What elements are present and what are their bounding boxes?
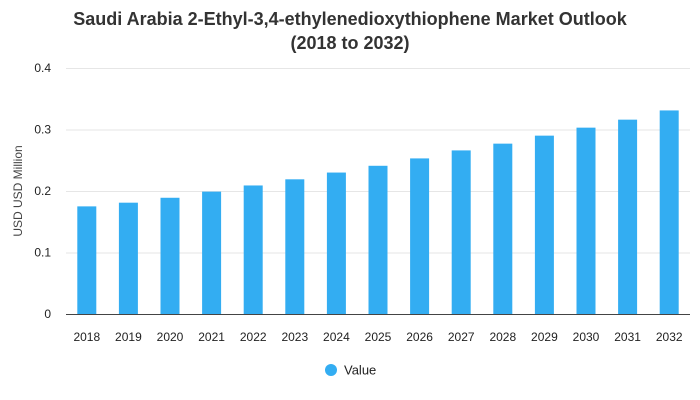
x-tick-label: 2025 [365,330,392,344]
bar-2022[interactable] [243,185,263,314]
y-tick-label: 0 [44,307,51,321]
bar-2024[interactable] [326,172,346,314]
x-tick-label: 2029 [531,330,558,344]
x-tick-label: 2027 [448,330,475,344]
bar-2019[interactable] [118,202,138,314]
bar-2031[interactable] [618,119,638,314]
y-tick-label: 0.1 [34,246,51,260]
bar-2023[interactable] [285,179,305,314]
bar-2030[interactable] [576,127,596,314]
x-axis-ticks: 2018 2019 2020 2021 2022 2023 2024 2025 2026 2027… [73,330,682,344]
bar-2025[interactable] [368,165,388,314]
x-tick-label: 2018 [73,330,100,344]
x-tick-label: 2021 [198,330,225,344]
x-tick-label: 2026 [406,330,433,344]
y-tick-label: 0.2 [34,184,51,198]
x-tick-label: 2030 [573,330,600,344]
bar-2026[interactable] [410,158,430,314]
x-tick-label: 2022 [240,330,267,344]
x-tick-label: 2020 [157,330,184,344]
bar-2020[interactable] [160,197,180,314]
legend-label-value: Value [344,363,376,378]
bar-2028[interactable] [493,143,513,314]
y-axis-label: USD USD Million [11,145,25,236]
bar-2032[interactable] [659,110,679,314]
bar-2029[interactable] [534,135,554,314]
y-tick-label: 0.4 [34,61,51,75]
x-tick-label: 2032 [656,330,683,344]
chart-title-line2: (2018 to 2032) [290,33,409,53]
y-axis-ticks: 0 0.1 0.2 0.3 0.4 [34,61,51,321]
legend-marker-value [325,364,337,376]
bar-2027[interactable] [451,150,471,314]
bars [77,110,679,314]
y-tick-label: 0.3 [34,123,51,137]
bar-2021[interactable] [202,191,222,314]
chart-title-line1: Saudi Arabia 2-Ethyl-3,4-ethylenedioxyth… [73,9,627,29]
x-tick-label: 2019 [115,330,142,344]
x-tick-label: 2031 [614,330,641,344]
x-tick-label: 2023 [281,330,308,344]
x-tick-label: 2028 [489,330,516,344]
x-tick-label: 2024 [323,330,350,344]
bar-2018[interactable] [77,206,97,314]
legend[interactable]: Value [325,363,376,378]
